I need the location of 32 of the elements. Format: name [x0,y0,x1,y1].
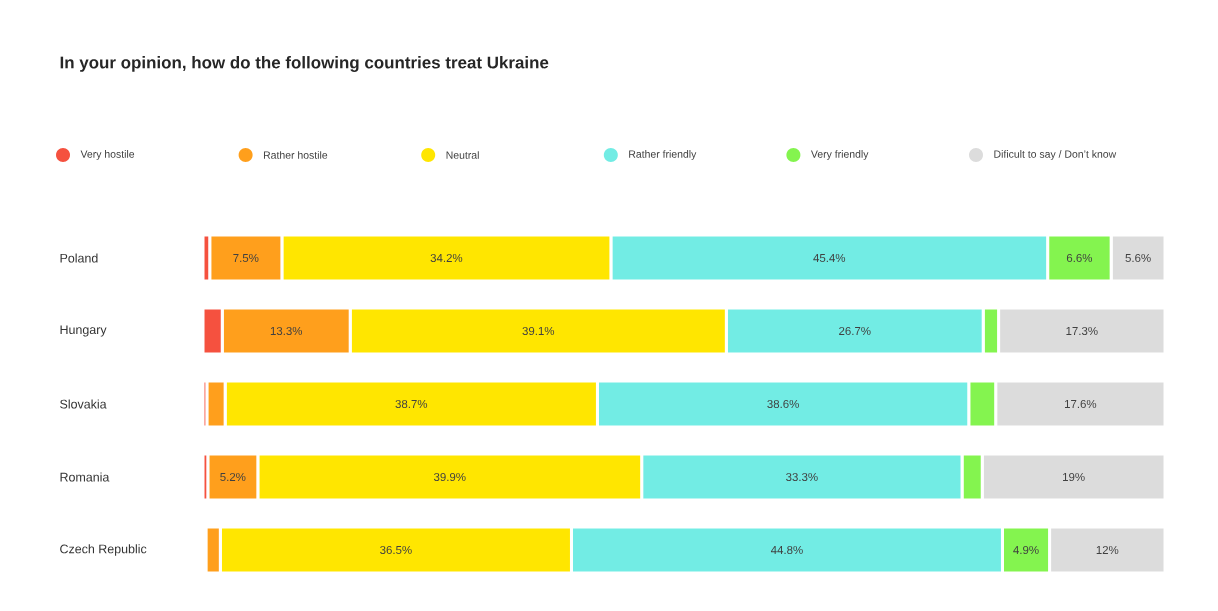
data-label: 44.8% [770,545,803,555]
y-tick-label: Romania [60,472,110,482]
data-label: 17.3% [1066,326,1098,336]
y-tick-label: Slovakia [60,399,107,409]
data-label: 38.7% [395,399,428,409]
legend-label: Very friendly [810,150,869,160]
legend-label: Rather hostile [263,151,328,159]
data-label: 45.4% [813,253,846,263]
data-label: 33.3% [786,472,818,482]
data-label: 39.9% [433,472,466,482]
data-label: 39.1% [522,326,555,336]
data-label: 17.6% [1064,399,1097,409]
data-label: 19% [1063,472,1085,482]
legend-label: Neutral [446,151,479,159]
data-label: 38.6% [767,399,799,409]
chart-title: In your opinion, how do the following countries treat Ukraine [60,56,549,72]
data-label: 13.3% [270,326,303,336]
data-label: 5.6% [1125,253,1151,263]
data-label: 34.2% [430,253,463,263]
data-label: 36.5% [380,545,412,555]
legend-label: Very hostile [80,150,135,160]
y-tick-label: Czech Republic [60,544,147,556]
data-label: 4.9% [1013,545,1039,555]
data-label: 5.2% [220,472,246,482]
data-label: 6.6% [1066,253,1093,263]
legend-label: Rather friendly [629,150,697,160]
data-label: 7.5% [233,253,259,263]
y-tick-label: Hungary [60,325,107,337]
data-label: 12% [1096,545,1119,555]
data-label: 26.7% [839,326,871,336]
y-tick-label: Poland [60,253,98,263]
legend-label: Dificult to say / Don’t know [994,150,1117,160]
